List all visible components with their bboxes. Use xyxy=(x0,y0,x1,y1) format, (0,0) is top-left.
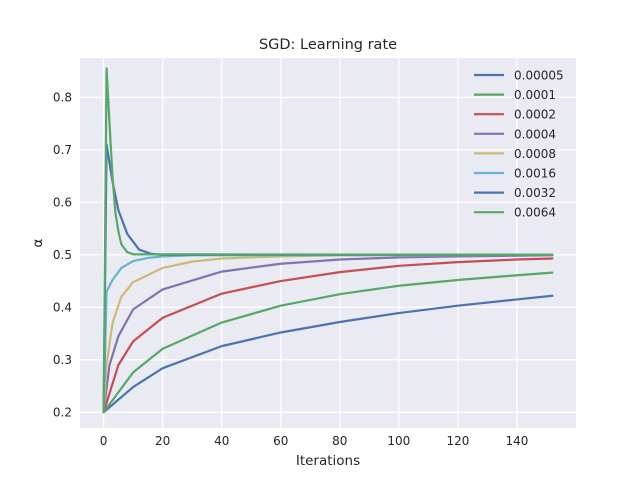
series-line-0.0001 xyxy=(102,271,554,414)
x-tick-label: 20 xyxy=(155,434,170,448)
legend-label: 0.0016 xyxy=(514,167,556,181)
y-tick-label: 0.2 xyxy=(53,405,72,419)
x-tick-label: 120 xyxy=(446,434,469,448)
y-tick-label: 0.8 xyxy=(53,90,72,104)
x-tick-label: 100 xyxy=(387,434,410,448)
legend: 0.00005 0.0001 0.0002 0.0004 0.0008 0.0016 0.0… xyxy=(474,69,564,220)
series-line-0.0002 xyxy=(102,257,554,414)
y-tick-label: 0.6 xyxy=(53,195,72,209)
y-tick-label: 0.4 xyxy=(53,300,72,314)
x-tick-label: 140 xyxy=(505,434,528,448)
y-tick-label: 0.7 xyxy=(53,143,72,157)
tick-labels: 0 20 40 60 80 100 120 140 0.2 0.3 0.4 0.5 0.6 0.7 0.8 xyxy=(53,90,528,448)
y-axis-label: α xyxy=(30,238,46,247)
x-axis-label: Iterations xyxy=(296,453,360,469)
legend-label: 0.00005 xyxy=(514,69,564,83)
legend-label: 0.0008 xyxy=(514,147,556,161)
chart-title: SGD: Learning rate xyxy=(259,37,397,53)
legend-label: 0.0004 xyxy=(514,127,556,141)
series-line-0.0064 xyxy=(102,67,554,414)
series-line-0.0004 xyxy=(102,254,554,414)
x-tick-label: 80 xyxy=(332,434,347,448)
series-lines xyxy=(102,67,554,414)
x-tick-label: 40 xyxy=(214,434,229,448)
legend-label: 0.0001 xyxy=(514,88,556,102)
series-line-0.00005 xyxy=(102,294,554,414)
y-tick-label: 0.3 xyxy=(53,353,72,367)
y-tick-label: 0.5 xyxy=(53,248,72,262)
legend-label: 0.0032 xyxy=(514,186,556,200)
x-tick-label: 0 xyxy=(100,434,108,448)
legend-label: 0.0002 xyxy=(514,108,556,122)
x-tick-label: 60 xyxy=(273,434,288,448)
grid xyxy=(80,58,576,428)
legend-label: 0.0064 xyxy=(514,206,556,220)
